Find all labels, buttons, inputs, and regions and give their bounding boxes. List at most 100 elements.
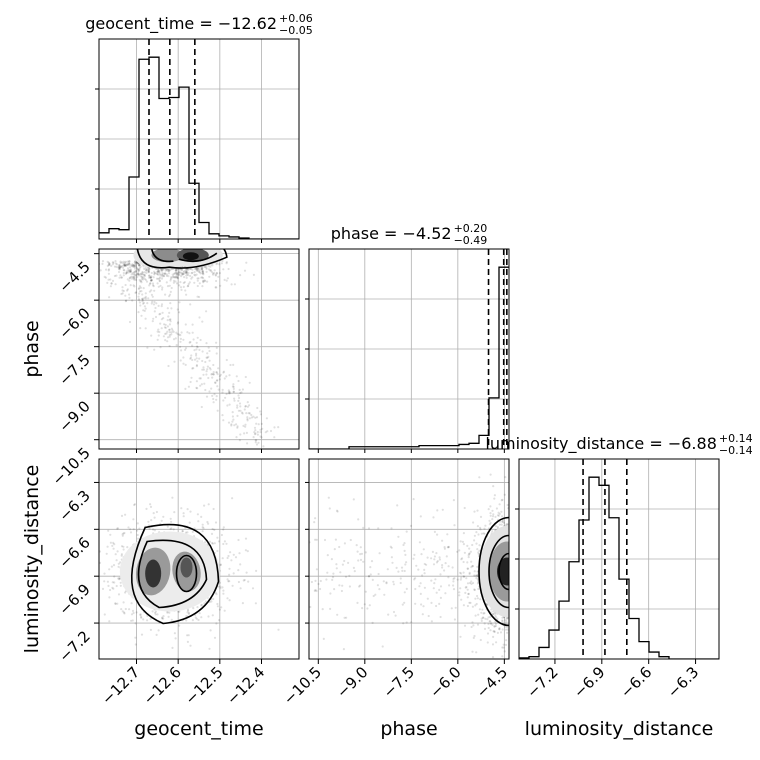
sample-point	[175, 344, 178, 347]
sample-point	[136, 268, 139, 271]
sample-point	[118, 276, 121, 279]
sample-point	[182, 338, 185, 341]
sample-point	[498, 523, 501, 526]
sample-point	[238, 439, 241, 442]
sample-point	[193, 273, 196, 276]
sample-point	[359, 558, 363, 562]
sample-point	[126, 278, 129, 281]
sample-point	[501, 498, 504, 501]
sample-point	[222, 528, 225, 531]
sample-point	[131, 299, 134, 302]
sample-point	[225, 358, 228, 362]
sample-point	[141, 297, 144, 300]
axes-frame	[98, 458, 300, 660]
sample-point	[501, 628, 504, 631]
sample-point	[330, 558, 333, 561]
sample-point	[156, 270, 159, 273]
sample-point	[476, 574, 479, 577]
sample-point	[501, 620, 504, 623]
sample-point	[123, 612, 126, 615]
sample-point	[248, 417, 251, 420]
sample-point	[197, 618, 200, 622]
sample-point	[221, 391, 224, 394]
sample-point	[196, 606, 199, 609]
sample-point	[378, 552, 381, 555]
sample-point	[319, 587, 322, 591]
sample-point	[190, 277, 193, 280]
y-tick-label: −9.0	[55, 397, 93, 435]
sample-point	[162, 317, 165, 320]
sample-point	[213, 528, 216, 532]
sample-point	[501, 619, 504, 622]
sample-point	[156, 330, 159, 333]
density-panel-geocent_time-luminosity_distance	[98, 458, 300, 660]
sample-point	[504, 625, 507, 628]
sample-point	[174, 275, 177, 278]
sample-point	[118, 577, 121, 580]
sample-point	[185, 619, 188, 622]
sample-point	[477, 551, 480, 554]
sample-point	[405, 530, 408, 533]
sample-point	[195, 352, 198, 355]
sample-point	[112, 261, 115, 264]
sample-point	[204, 279, 207, 283]
sample-point	[192, 607, 195, 610]
sample-point	[315, 538, 318, 541]
sample-point	[132, 277, 135, 280]
sample-point	[497, 514, 500, 517]
sample-point	[218, 272, 221, 275]
sample-point	[171, 496, 174, 499]
sample-point	[148, 527, 151, 530]
sample-point	[217, 388, 220, 391]
sample-point	[197, 277, 200, 280]
sample-point	[248, 404, 251, 407]
sample-point	[477, 587, 480, 591]
sample-point	[213, 393, 216, 396]
sample-point	[212, 401, 215, 404]
sample-point	[216, 605, 219, 608]
sample-point	[149, 276, 152, 279]
sample-point	[108, 568, 111, 571]
y-axis-label-phase: phase	[21, 320, 43, 377]
sample-point	[195, 267, 198, 270]
sample-point	[160, 277, 164, 280]
sample-point	[168, 284, 171, 287]
sample-point	[149, 505, 153, 508]
sample-point	[477, 552, 480, 556]
sample-point	[162, 274, 166, 277]
sample-point	[148, 276, 151, 279]
density-content	[309, 473, 509, 659]
sample-point	[164, 272, 167, 275]
sample-point	[439, 585, 443, 588]
sample-point	[234, 556, 238, 559]
sample-point	[128, 296, 131, 299]
sample-point	[130, 273, 133, 276]
sample-point	[122, 264, 125, 267]
sample-point	[158, 277, 161, 280]
sample-point	[256, 433, 259, 436]
sample-point	[167, 269, 170, 272]
sample-point	[467, 556, 470, 559]
sample-point	[135, 266, 138, 270]
sample-point	[315, 589, 318, 593]
sample-point	[124, 300, 127, 303]
sample-point	[154, 613, 157, 616]
sample-point	[148, 267, 151, 270]
sample-point	[117, 270, 121, 274]
sample-point	[145, 507, 148, 510]
sample-point	[493, 630, 496, 634]
sample-point	[126, 260, 129, 263]
sample-point	[211, 527, 214, 531]
sample-point	[149, 276, 152, 279]
sample-point	[482, 612, 485, 615]
sample-point	[139, 613, 142, 616]
sample-point	[265, 417, 268, 420]
sample-point	[256, 406, 259, 410]
sample-point	[246, 401, 249, 404]
sample-point	[326, 554, 329, 557]
sample-point	[108, 262, 111, 266]
sample-point	[191, 331, 194, 334]
sample-point	[170, 333, 173, 336]
sample-point	[112, 547, 115, 550]
